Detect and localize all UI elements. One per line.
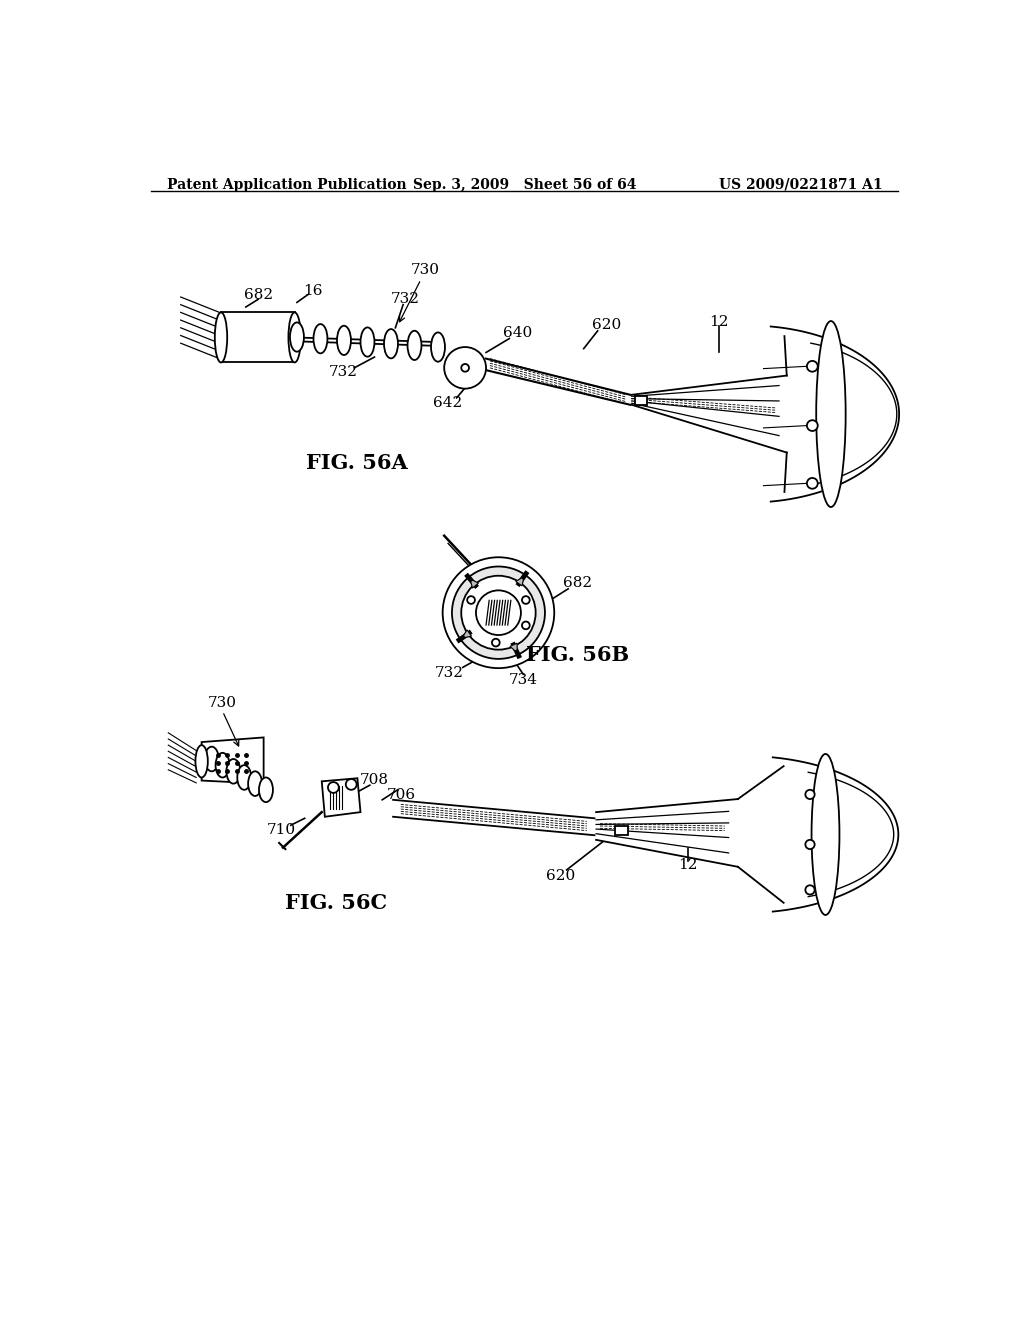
Ellipse shape (215, 313, 227, 363)
Text: 642: 642 (433, 396, 463, 411)
Text: 620: 620 (546, 869, 575, 883)
Circle shape (522, 622, 529, 630)
Polygon shape (471, 579, 478, 587)
Text: 12: 12 (709, 314, 728, 329)
Circle shape (807, 420, 818, 432)
Text: 732: 732 (329, 366, 358, 379)
Ellipse shape (205, 747, 219, 771)
Ellipse shape (196, 744, 208, 777)
Ellipse shape (238, 766, 251, 789)
Circle shape (346, 779, 356, 789)
Text: Patent Application Publication: Patent Application Publication (167, 178, 407, 191)
Circle shape (442, 557, 554, 668)
Circle shape (805, 789, 815, 799)
Ellipse shape (313, 325, 328, 354)
Circle shape (461, 576, 536, 649)
Text: US 2009/0221871 A1: US 2009/0221871 A1 (719, 178, 883, 191)
Text: FIG. 56B: FIG. 56B (526, 645, 629, 665)
Text: 730: 730 (208, 696, 237, 710)
Circle shape (476, 590, 521, 635)
Ellipse shape (384, 329, 398, 358)
Circle shape (328, 781, 339, 793)
Ellipse shape (360, 327, 375, 356)
Circle shape (461, 364, 469, 372)
Text: 682: 682 (244, 288, 272, 302)
FancyBboxPatch shape (635, 396, 647, 405)
Text: 732: 732 (435, 665, 464, 680)
Text: FIG. 56A: FIG. 56A (306, 453, 408, 473)
Text: FIG. 56C: FIG. 56C (285, 894, 387, 913)
Text: 734: 734 (509, 673, 538, 688)
Polygon shape (221, 313, 295, 363)
Text: 640: 640 (503, 326, 532, 341)
Text: 682: 682 (563, 577, 592, 590)
Text: 12: 12 (678, 858, 697, 873)
Text: 732: 732 (391, 292, 420, 306)
Text: 620: 620 (592, 318, 622, 333)
Polygon shape (510, 643, 517, 651)
Circle shape (807, 360, 818, 372)
Circle shape (805, 886, 815, 895)
Ellipse shape (431, 333, 445, 362)
Circle shape (805, 840, 815, 849)
Ellipse shape (216, 752, 229, 777)
Text: 706: 706 (387, 788, 416, 803)
Polygon shape (516, 578, 523, 586)
Text: 16: 16 (303, 284, 323, 298)
Ellipse shape (337, 326, 351, 355)
Ellipse shape (248, 771, 262, 796)
Circle shape (444, 347, 486, 388)
Ellipse shape (816, 321, 846, 507)
Polygon shape (322, 779, 360, 817)
Circle shape (807, 478, 818, 488)
Ellipse shape (226, 759, 241, 784)
Text: 710: 710 (267, 822, 296, 837)
Ellipse shape (290, 322, 304, 351)
Text: 708: 708 (360, 772, 389, 787)
Circle shape (522, 597, 529, 603)
Circle shape (452, 566, 545, 659)
Circle shape (492, 639, 500, 647)
Polygon shape (464, 630, 471, 638)
Ellipse shape (408, 331, 422, 360)
FancyBboxPatch shape (615, 826, 628, 836)
Circle shape (467, 597, 475, 603)
Text: Sep. 3, 2009   Sheet 56 of 64: Sep. 3, 2009 Sheet 56 of 64 (413, 178, 637, 191)
Ellipse shape (289, 313, 301, 363)
Ellipse shape (259, 777, 273, 803)
Ellipse shape (812, 754, 840, 915)
Polygon shape (202, 738, 263, 784)
Text: 730: 730 (411, 263, 439, 277)
